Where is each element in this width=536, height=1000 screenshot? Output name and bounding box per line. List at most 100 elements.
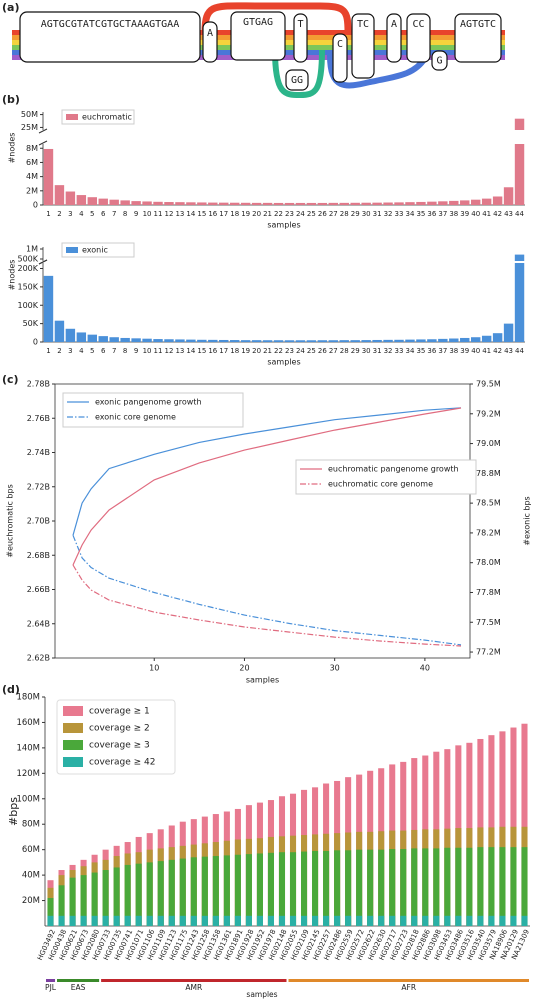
bar xyxy=(157,861,164,926)
y-tick-label: 1M xyxy=(26,245,38,254)
bar xyxy=(47,915,54,926)
x-tick-label: 6 xyxy=(101,347,106,355)
bar xyxy=(449,200,459,205)
node-label: T xyxy=(297,19,303,30)
bar xyxy=(378,849,385,926)
x-tick-label: 30 xyxy=(362,210,371,218)
y-tick-label: 160M xyxy=(16,718,40,728)
bar xyxy=(289,915,297,926)
legend-label: euchromatic core genome xyxy=(328,480,433,489)
axis-break xyxy=(38,128,48,134)
y-tick-label: 2.68B xyxy=(27,551,50,560)
bar xyxy=(80,915,87,926)
x-tick-label: 32 xyxy=(384,210,393,218)
y-tick-label: 2.66B xyxy=(27,585,50,594)
node-label: GG xyxy=(291,75,303,86)
node: TC xyxy=(351,13,375,79)
bar xyxy=(91,872,98,926)
axis-title: samples xyxy=(267,221,300,230)
x-tick-label: 19 xyxy=(241,347,250,355)
axis-break xyxy=(38,140,48,146)
bar xyxy=(339,340,349,342)
group-label: PJL xyxy=(45,983,57,992)
bar xyxy=(175,202,185,205)
axis-title: #nodes xyxy=(8,133,17,164)
graph-diagram: AGTGCGTATCGTGCTAAAGTGAA A GTGAG T GG C T… xyxy=(12,2,505,99)
bar xyxy=(394,202,404,205)
bar xyxy=(54,185,65,205)
x-tick-label: 12 xyxy=(165,347,174,355)
bar xyxy=(328,340,339,342)
x-tick-label: 18 xyxy=(230,347,239,355)
bar xyxy=(405,202,415,205)
bar xyxy=(273,202,284,205)
x-tick-label: 24 xyxy=(296,210,305,218)
bar xyxy=(389,849,396,926)
bar xyxy=(267,852,274,926)
x-tick-label: 8 xyxy=(123,210,127,218)
bar xyxy=(153,339,163,342)
axis-title: #nodes xyxy=(8,260,17,291)
bar xyxy=(433,915,440,926)
legend-swatch xyxy=(63,706,83,716)
bar xyxy=(411,848,418,926)
bar xyxy=(295,202,306,205)
bar xyxy=(256,853,263,926)
bar xyxy=(345,850,352,926)
bar xyxy=(245,915,252,926)
legend-label: coverage ≥ 42 xyxy=(89,758,156,768)
bar xyxy=(240,202,251,205)
bar xyxy=(234,854,241,926)
bar xyxy=(361,340,371,342)
node: A xyxy=(202,21,218,63)
bar xyxy=(433,848,440,926)
x-tick-label: 25 xyxy=(307,347,316,355)
y-tick-label: 4M xyxy=(26,172,38,181)
bar xyxy=(345,915,352,926)
bar xyxy=(223,855,230,926)
x-tick-label: 11 xyxy=(154,347,163,355)
axis-break xyxy=(38,259,48,265)
legend-box xyxy=(61,242,135,258)
bar xyxy=(208,339,218,342)
bar xyxy=(190,915,197,926)
y2-tick-label: 78.5M xyxy=(476,499,501,508)
y2-tick-label: 79.2M xyxy=(476,409,501,418)
bar xyxy=(499,847,506,926)
y-tick-label: 2.70B xyxy=(27,517,50,526)
x-tick-label: 31 xyxy=(373,210,382,218)
bar xyxy=(514,263,525,342)
bar xyxy=(481,335,492,342)
legend-box xyxy=(62,392,244,428)
bar xyxy=(334,915,341,926)
legend-label: exonic core genome xyxy=(95,413,176,422)
bar xyxy=(43,275,54,342)
bar xyxy=(278,915,286,926)
bar xyxy=(76,332,87,342)
x-tick-label: 16 xyxy=(208,347,217,355)
node: AGTGCGTATCGTGCTAAAGTGAA xyxy=(19,11,201,63)
bar xyxy=(488,847,495,926)
bar xyxy=(251,202,262,205)
x-tick-label: 20 xyxy=(252,210,261,218)
x-tick-label: 38 xyxy=(449,347,458,355)
path-loop xyxy=(272,49,325,99)
x-tick-label: 41 xyxy=(482,210,491,218)
bar xyxy=(120,337,130,342)
legend-label: euchromatic pangenome growth xyxy=(328,465,459,474)
bar xyxy=(201,856,208,926)
legend-swatch xyxy=(66,247,78,253)
bar xyxy=(109,199,119,205)
x-tick-label: 29 xyxy=(351,347,360,355)
bar xyxy=(131,201,141,205)
bar xyxy=(278,852,286,926)
y-tick-label: 2.62B xyxy=(27,654,50,663)
legend-label: coverage ≥ 1 xyxy=(89,707,150,717)
x-tick-label: 1 xyxy=(46,210,50,218)
node-label: TC xyxy=(357,19,369,30)
x-tick-label: 21 xyxy=(263,347,272,355)
bar xyxy=(488,915,495,926)
bar xyxy=(131,338,141,342)
y-tick-label: 140M xyxy=(16,743,40,753)
x-tick-label: 43 xyxy=(504,210,513,218)
